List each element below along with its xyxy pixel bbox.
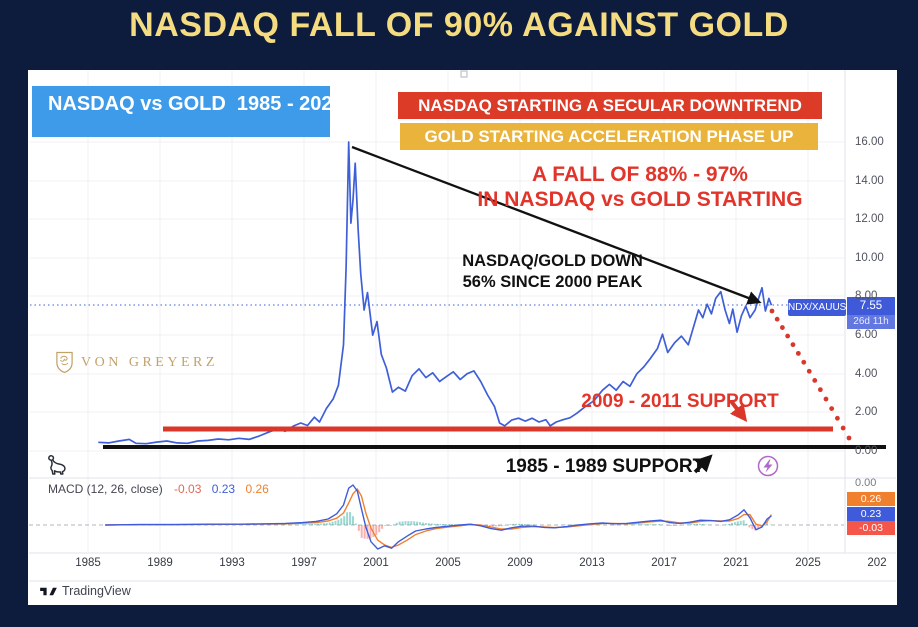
macd-signal-value: 0.26 xyxy=(245,482,269,496)
y-tick: 10.00 xyxy=(855,252,884,264)
von-greyerz-watermark: VON GREYERZ xyxy=(55,351,218,374)
grid-lines xyxy=(29,71,844,552)
y-tick: 6.00 xyxy=(855,329,878,341)
y-tick: 4.00 xyxy=(855,368,878,380)
drawing-anchor-handle[interactable] xyxy=(460,70,468,78)
x-tick: 1993 xyxy=(219,557,245,569)
banner-nasdaq-downtrend[interactable]: NASDAQ STARTING A SECULAR DOWNTREND xyxy=(398,92,822,119)
down-note[interactable]: NASDAQ/GOLD DOWN 56% SINCE 2000 PEAK xyxy=(445,251,660,293)
chart-panel: NASDAQ vs GOLD 1985 - 2024 NASDAQ STARTI… xyxy=(28,70,897,605)
macd-axis-hist-label: -0.03 xyxy=(847,521,895,535)
y-tick: 8.00 xyxy=(855,290,878,302)
x-tick: 2021 xyxy=(723,557,749,569)
dinosaur-icon xyxy=(48,455,66,475)
macd-axis-macd-label: 0.23 xyxy=(847,507,895,521)
x-tick: 1997 xyxy=(291,557,317,569)
down-note-line1: NASDAQ/GOLD DOWN xyxy=(462,252,643,270)
x-tick: 2025 xyxy=(795,557,821,569)
macd-label: MACD (12, 26, close) xyxy=(48,482,163,496)
down-note-line2: 56% SINCE 2000 PEAK xyxy=(462,273,643,291)
support-black-arrow xyxy=(693,454,713,474)
chart-title-box[interactable]: NASDAQ vs GOLD 1985 - 2024 xyxy=(32,86,344,137)
page-title: NASDAQ FALL OF 90% AGAINST GOLD xyxy=(129,6,789,44)
projection-dots[interactable] xyxy=(769,308,852,441)
price-tag-countdown: 26d 11h xyxy=(847,315,895,329)
x-tick: 2001 xyxy=(363,557,389,569)
lightning-button[interactable] xyxy=(757,455,779,477)
macd-line-value: 0.23 xyxy=(211,482,236,496)
tradingview-logo-icon[interactable] xyxy=(40,585,57,598)
macd-legend[interactable]: MACD (12, 26, close) -0.03 0.23 0.26 xyxy=(48,482,269,496)
price-tag-symbol: NDX/XAUUSD xyxy=(788,299,854,316)
x-tick: 202 xyxy=(867,557,887,569)
price-tag-value: 7.55 xyxy=(847,297,895,315)
watermark-label: VON GREYERZ xyxy=(81,354,218,370)
fall-note-line1: A FALL OF 88% - 97% xyxy=(532,163,748,186)
x-tick: 2005 xyxy=(435,557,461,569)
x-tick: 1985 xyxy=(75,557,101,569)
macd-axis-signal-label: 0.26 xyxy=(847,492,895,506)
chart-canvas[interactable] xyxy=(28,70,897,605)
y-tick: 12.00 xyxy=(855,213,884,225)
y-tick: 0.00 xyxy=(855,445,878,457)
trendline-2000-peak[interactable] xyxy=(351,145,762,305)
chart-drawings[interactable] xyxy=(30,70,886,477)
support-red-arrow xyxy=(729,399,748,423)
tradingview-brand-label[interactable]: TradingView xyxy=(62,584,131,598)
support-black-label[interactable]: 1985 - 1989 SUPPORT xyxy=(505,456,705,477)
fall-note-line2: IN NASDAQ vs GOLD STARTING xyxy=(477,188,803,211)
support-red-label[interactable]: 2009 - 2011 SUPPORT xyxy=(581,391,779,412)
y-tick: 14.00 xyxy=(855,175,884,187)
lightning-icon xyxy=(763,459,773,473)
macd-hist-value: -0.03 xyxy=(174,482,202,496)
crest-icon xyxy=(56,351,73,374)
macd-series xyxy=(105,484,773,550)
y-tick: 16.00 xyxy=(855,136,884,148)
tradingview-footer: TradingView xyxy=(40,584,131,598)
macd-zero-axis-label: 0.00 xyxy=(855,477,877,489)
banner-gold-acceleration[interactable]: GOLD STARTING ACCELERATION PHASE UP xyxy=(400,123,818,150)
x-tick: 1989 xyxy=(147,557,173,569)
x-tick: 2017 xyxy=(651,557,677,569)
x-tick: 2009 xyxy=(507,557,533,569)
y-tick: 2.00 xyxy=(855,406,878,418)
x-tick: 2013 xyxy=(579,557,605,569)
fall-note[interactable]: A FALL OF 88% - 97% IN NASDAQ vs GOLD ST… xyxy=(460,162,820,212)
chart-title-label: NASDAQ vs GOLD 1985 - 2024 xyxy=(48,93,344,115)
